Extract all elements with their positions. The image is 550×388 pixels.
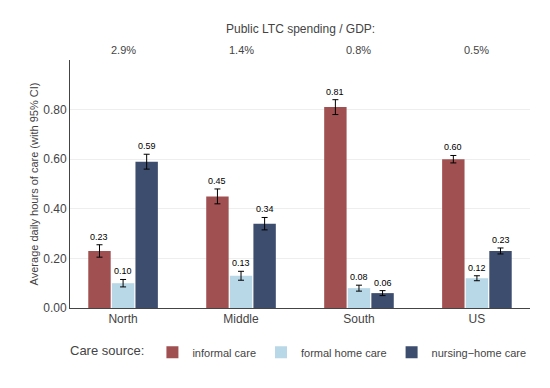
svg-text:0.40: 0.40: [43, 202, 67, 216]
svg-text:Public LTC spending / GDP:: Public LTC spending / GDP:: [226, 22, 375, 36]
svg-text:0.60: 0.60: [43, 152, 67, 166]
svg-text:0.12: 0.12: [468, 263, 486, 273]
svg-text:0.23: 0.23: [90, 232, 108, 242]
svg-text:0.80: 0.80: [43, 103, 67, 117]
svg-text:0.20: 0.20: [43, 252, 67, 266]
svg-text:South: South: [343, 312, 374, 326]
svg-text:0.8%: 0.8%: [346, 44, 371, 56]
svg-text:Middle: Middle: [223, 312, 259, 326]
svg-text:0.06: 0.06: [374, 278, 392, 288]
svg-text:Care source:: Care source:: [70, 343, 144, 358]
svg-text:2.9%: 2.9%: [111, 44, 136, 56]
svg-text:0.59: 0.59: [138, 141, 156, 151]
svg-text:US: US: [469, 312, 486, 326]
svg-text:0.5%: 0.5%: [464, 44, 489, 56]
svg-text:North: North: [108, 312, 137, 326]
svg-text:informal care: informal care: [192, 347, 256, 359]
svg-text:0.23: 0.23: [492, 235, 510, 245]
svg-text:1.4%: 1.4%: [229, 44, 254, 56]
svg-text:Average daily hours of care (w: Average daily hours of care (with 95% CI…: [28, 83, 40, 286]
svg-text:0.00: 0.00: [43, 301, 67, 315]
svg-text:0.13: 0.13: [232, 258, 250, 268]
svg-text:formal home care: formal home care: [301, 347, 387, 359]
svg-text:0.81: 0.81: [326, 87, 344, 97]
svg-text:0.45: 0.45: [208, 176, 226, 186]
svg-text:0.34: 0.34: [256, 204, 274, 214]
svg-text:0.10: 0.10: [114, 266, 132, 276]
svg-text:0.60: 0.60: [444, 142, 462, 152]
svg-text:0.08: 0.08: [350, 272, 368, 282]
svg-text:nursing−home care: nursing−home care: [432, 347, 526, 359]
